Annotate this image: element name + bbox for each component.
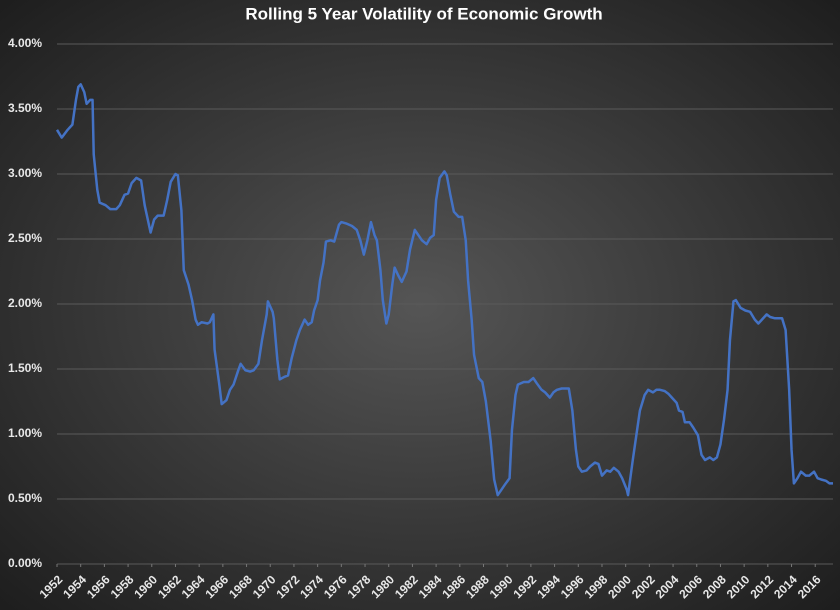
y-tick-label: 3.00%	[8, 166, 42, 180]
y-tick-label: 4.00%	[8, 36, 42, 50]
y-tick-label: 1.00%	[8, 426, 42, 440]
y-tick-label: 2.00%	[8, 296, 42, 310]
y-tick-label: 1.50%	[8, 361, 42, 375]
chart-title: Rolling 5 Year Volatility of Economic Gr…	[245, 4, 602, 23]
y-tick-label: 3.50%	[8, 101, 42, 115]
y-tick-label: 0.00%	[8, 556, 42, 570]
data-line	[55, 83, 833, 497]
y-tick-label: 2.50%	[8, 231, 42, 245]
y-tick-label: 0.50%	[8, 491, 42, 505]
